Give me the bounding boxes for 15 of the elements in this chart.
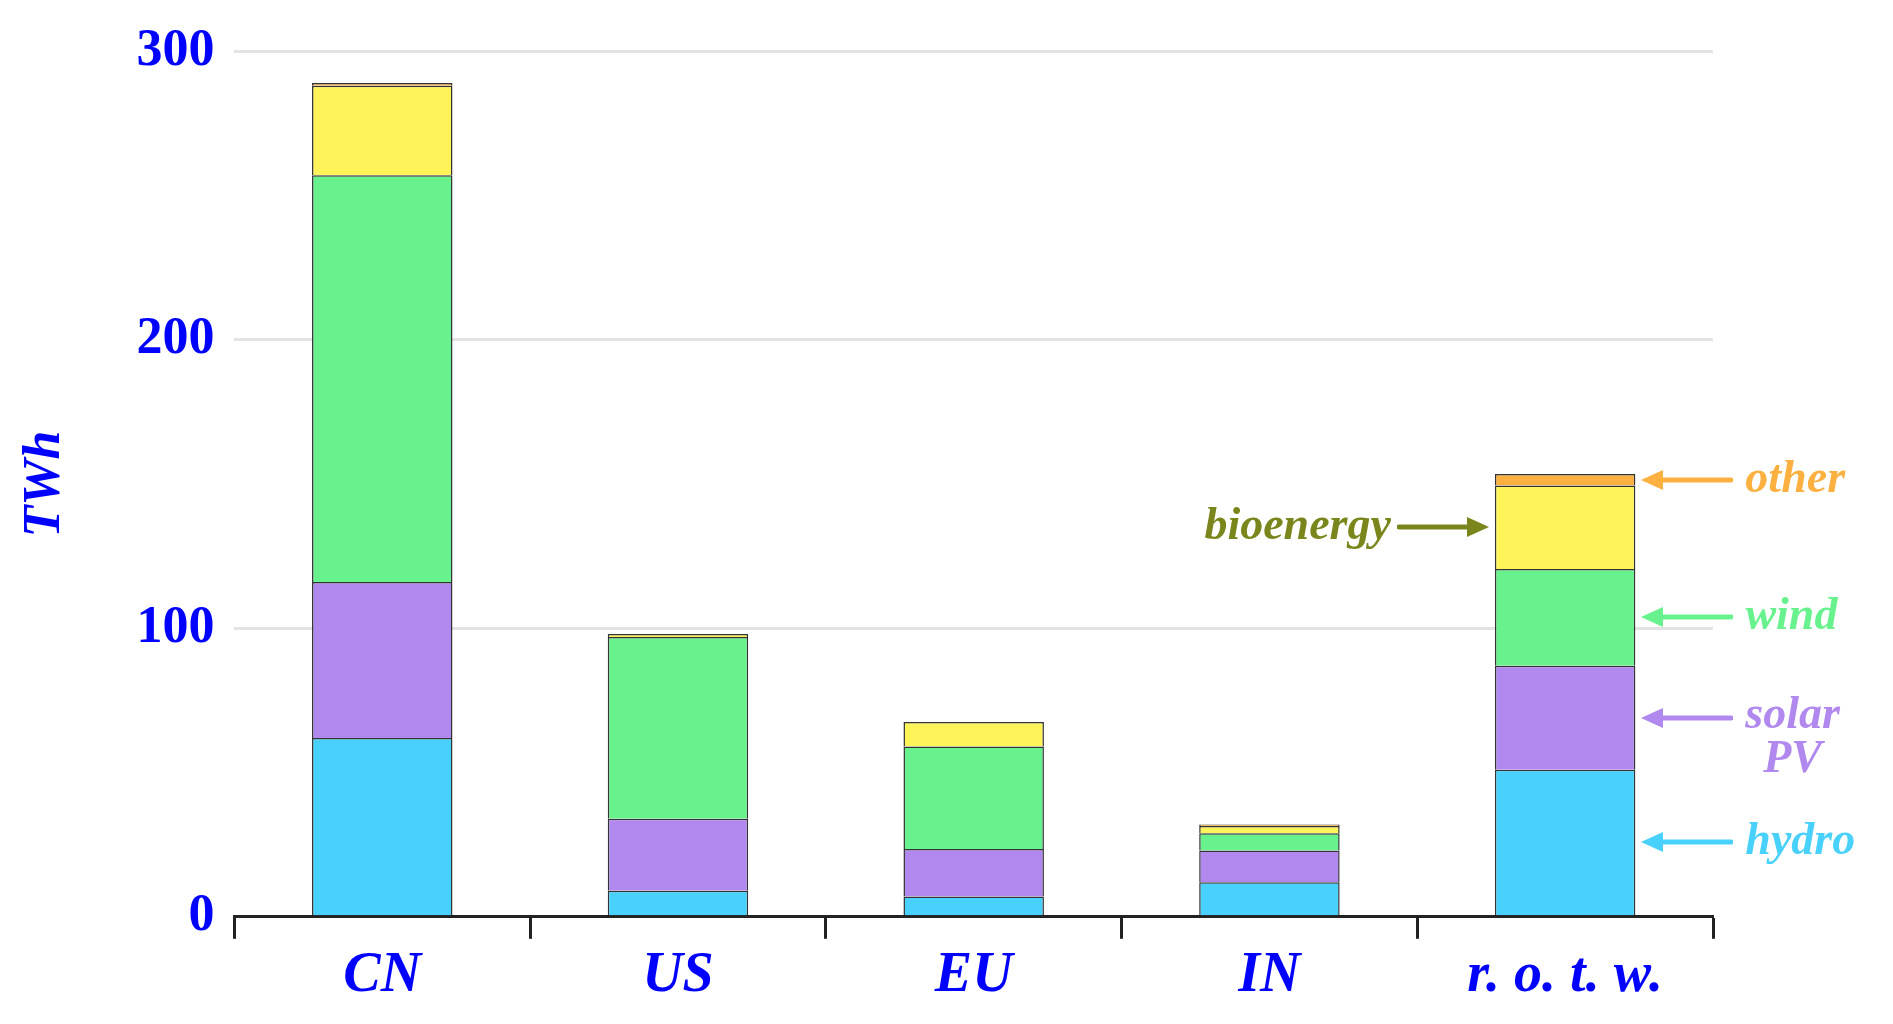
x-tick-label: EU <box>933 940 1016 1003</box>
legend-label: hydro <box>1745 813 1856 865</box>
x-tick-label: US <box>642 940 714 1003</box>
y-axis-title: TWh <box>12 430 70 538</box>
legend-label: wind <box>1745 588 1839 640</box>
y-tick-label: 300 <box>136 18 215 76</box>
x-tick-label: r. o. t. w. <box>1467 940 1663 1003</box>
y-tick-label: 100 <box>136 595 215 653</box>
legend-label: other <box>1745 450 1847 502</box>
y-tick-label: 200 <box>136 307 215 365</box>
y-tick-label: 0 <box>188 884 215 942</box>
text: bioenergy <box>1204 498 1392 550</box>
x-tick-label: IN <box>1237 940 1304 1003</box>
x-tick-label: CN <box>343 940 424 1003</box>
legend-label: solar PV <box>1744 687 1842 783</box>
